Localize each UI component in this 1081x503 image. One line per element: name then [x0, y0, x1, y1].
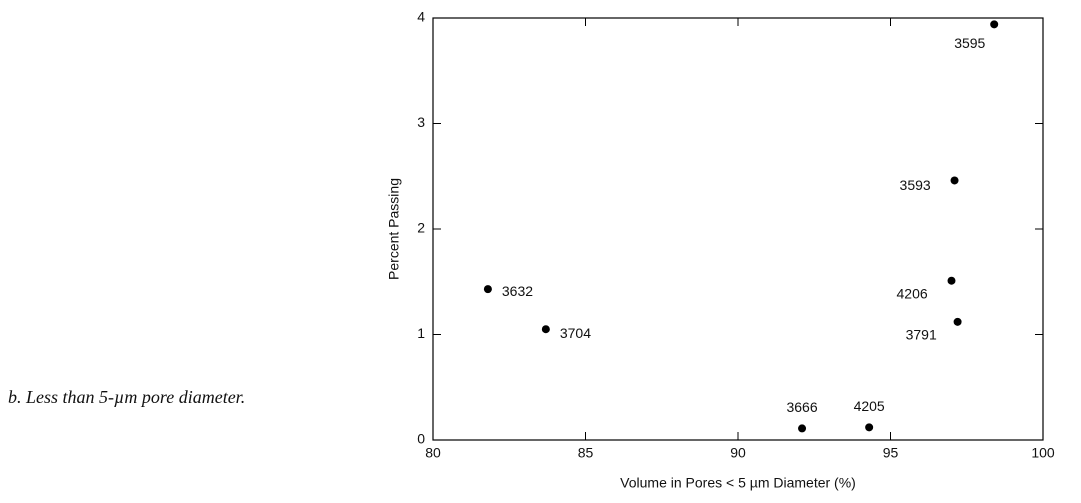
point-label: 4205: [854, 398, 885, 414]
caption: b. Less than 5-µm pore diameter.: [8, 387, 245, 407]
point: [865, 423, 874, 432]
point-label: 4206: [897, 285, 928, 301]
x-tick-label: 80: [425, 445, 441, 461]
point-label: 3704: [560, 325, 591, 341]
y-axis-label: Percent Passing: [386, 178, 402, 280]
x-tick-label: 100: [1031, 445, 1055, 461]
x-tick-label: 85: [578, 445, 594, 461]
y-tick-label: 1: [417, 325, 425, 341]
y-tick-label: 2: [417, 220, 425, 236]
point-label: 3666: [786, 399, 817, 415]
x-tick-label: 95: [883, 445, 899, 461]
point: [947, 276, 956, 285]
point: [483, 285, 492, 294]
plot-frame: [432, 17, 1044, 441]
y-tick-label: 4: [417, 9, 425, 25]
point-label: 3632: [502, 283, 533, 299]
point: [950, 176, 959, 185]
point-label: 3791: [906, 327, 937, 343]
point: [798, 424, 807, 433]
point: [953, 317, 962, 326]
point: [541, 325, 550, 334]
y-tick-label: 0: [417, 431, 425, 447]
point-label: 3593: [900, 177, 931, 193]
point-label: 3595: [954, 35, 985, 51]
x-tick-label: 90: [730, 445, 746, 461]
x-axis-label: Volume in Pores < 5 µm Diameter (%): [620, 475, 856, 491]
y-tick-label: 3: [417, 114, 425, 130]
point: [990, 20, 999, 29]
